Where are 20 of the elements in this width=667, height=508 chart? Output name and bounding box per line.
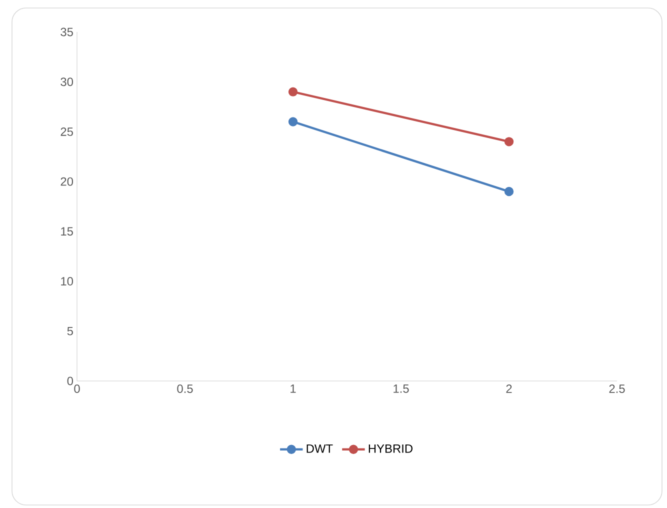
- legend-label: DWT: [306, 444, 333, 453]
- y-tick-label: 10: [61, 277, 74, 286]
- y-tick-label: 20: [60, 177, 74, 186]
- legend-label: HYBRID: [368, 444, 412, 453]
- y-tick-label: 35: [60, 28, 73, 36]
- y-tick-label: 0: [67, 376, 74, 386]
- y-tick-label: 30: [60, 78, 74, 86]
- x-tick-label: 0: [74, 384, 80, 393]
- point: [504, 137, 514, 146]
- y-tick-label: 15: [61, 227, 73, 236]
- y-tick-label: 5: [67, 326, 73, 336]
- x-tick-label: 1.5: [394, 384, 409, 393]
- y-tick-label: 25: [60, 127, 73, 136]
- point: [504, 186, 514, 196]
- point: [288, 117, 298, 126]
- x-tick-label: 2.5: [609, 384, 625, 393]
- x-tick-label: 2: [506, 384, 512, 393]
- x-tick-label: 0.5: [177, 384, 193, 393]
- point: [288, 87, 298, 96]
- x-tick-label: 1: [290, 384, 296, 393]
